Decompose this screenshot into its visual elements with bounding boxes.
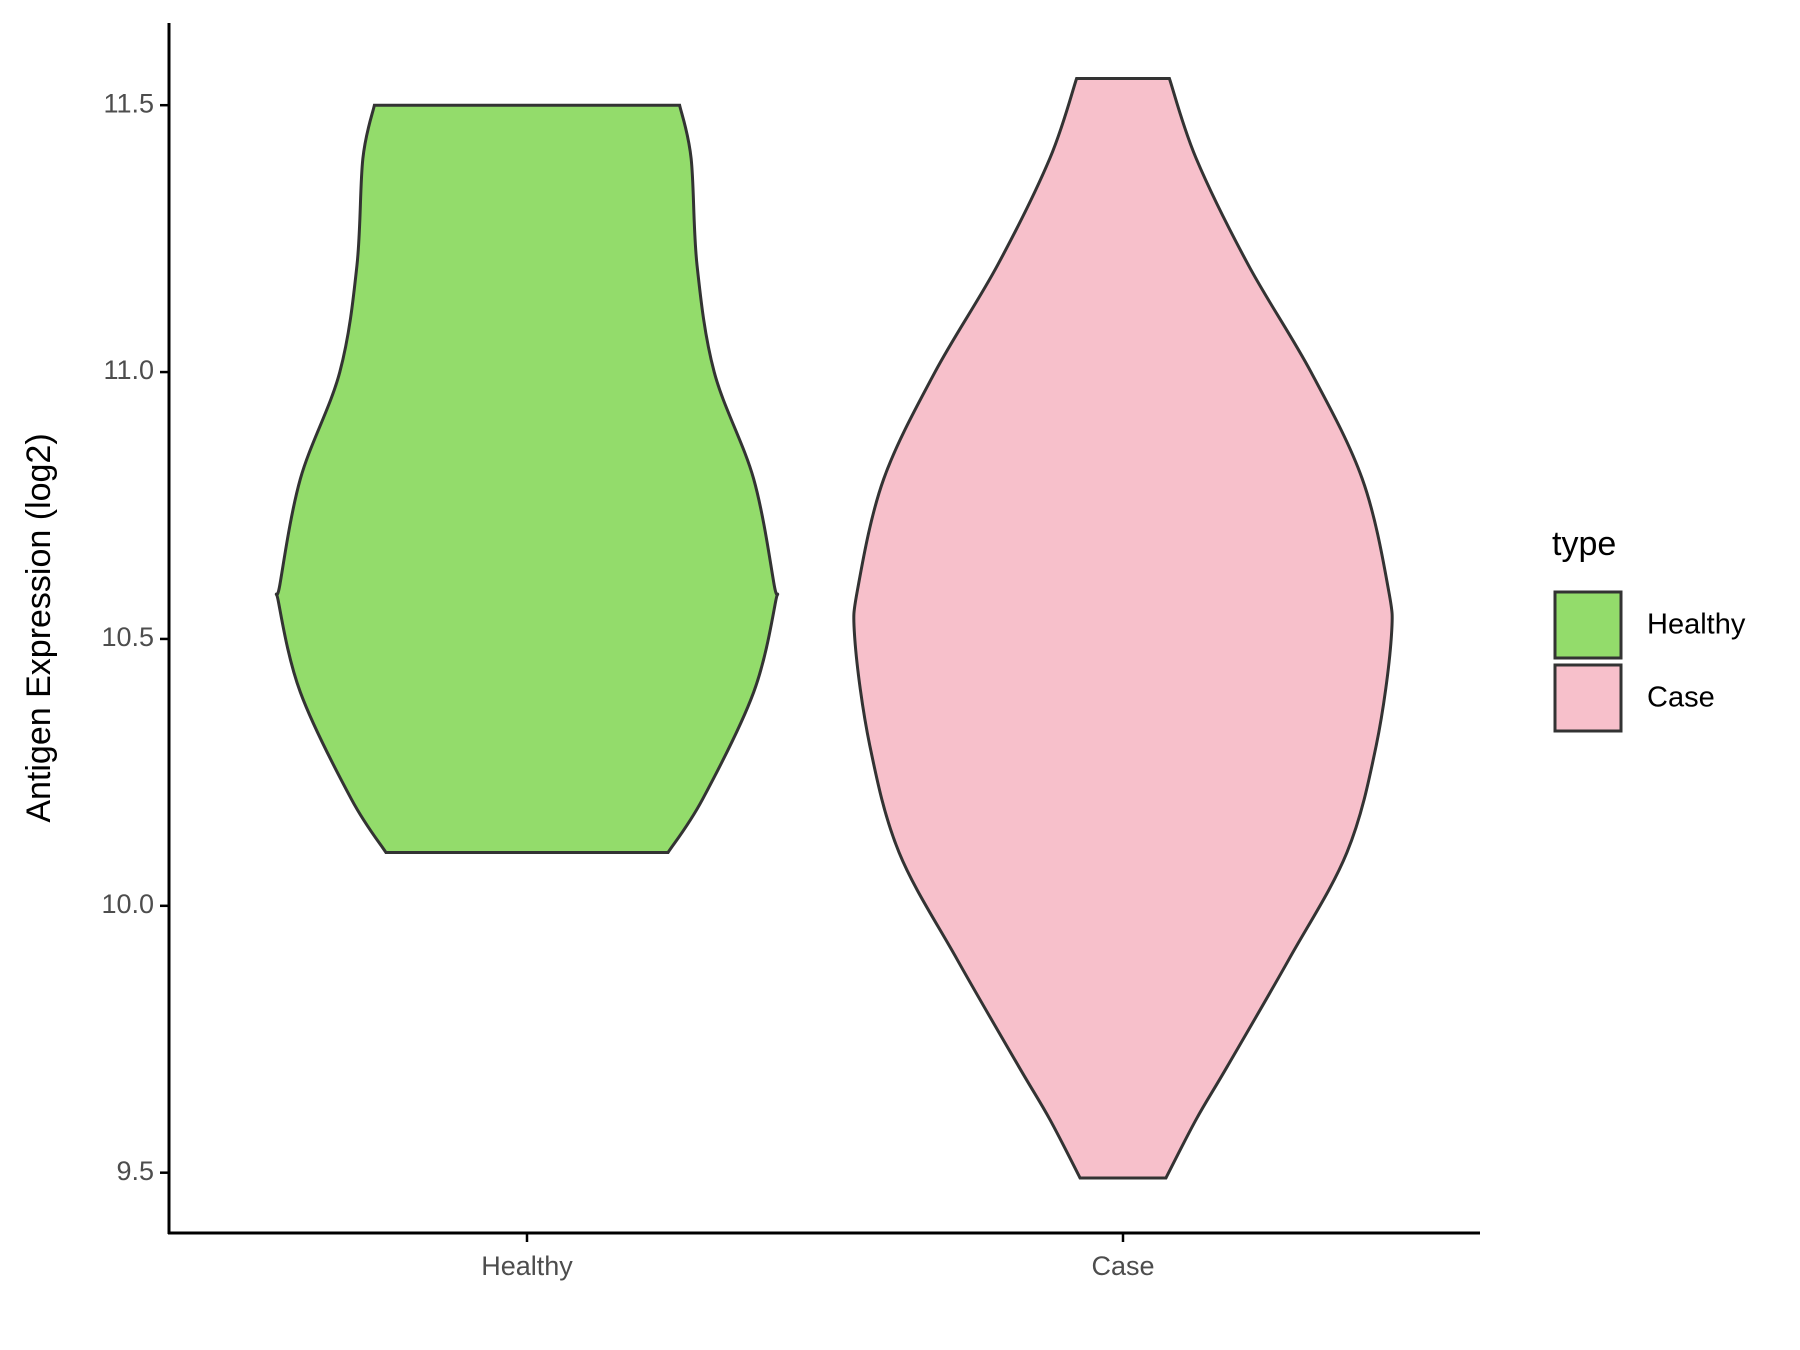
- legend-key: [1553, 590, 1623, 660]
- x-tick-label: Healthy: [481, 1251, 573, 1281]
- legend-label: Healthy: [1647, 609, 1746, 641]
- y-tick-label: 10.0: [101, 889, 154, 919]
- y-tick-label: 9.5: [116, 1156, 154, 1186]
- x-tick-label: Case: [1091, 1251, 1154, 1281]
- y-axis-title: Antigen Expression (log2): [20, 433, 58, 822]
- legend-key: [1553, 663, 1623, 733]
- y-tick-label: 11.0: [103, 355, 154, 385]
- y-tick-label: 10.5: [101, 622, 154, 652]
- y-tick-label: 11.5: [103, 88, 154, 118]
- violin: [274, 103, 780, 854]
- legend-title: type: [1552, 525, 1616, 563]
- violin: [852, 77, 1394, 1180]
- legend-label: Case: [1647, 682, 1715, 714]
